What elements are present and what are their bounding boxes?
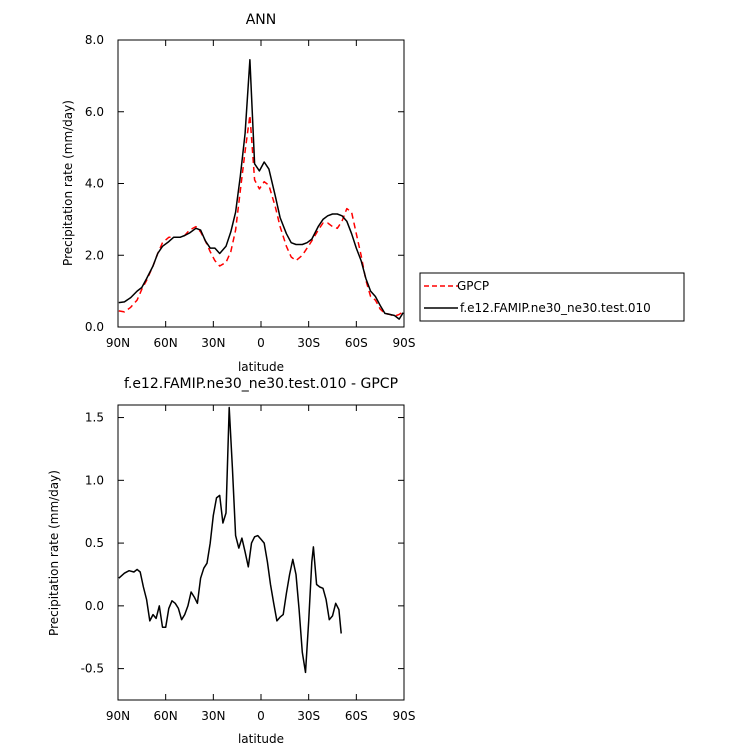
bottom-series-group [118, 406, 342, 674]
top-y-tick-label: 4.0 [85, 177, 104, 191]
legend-label-model: f.e12.FAMIP.ne30_ne30.test.010 [460, 301, 651, 315]
top-x-tick-label: 90S [393, 336, 416, 350]
bottom-y-axis-label: Precipitation rate (mm/day) [47, 470, 61, 636]
bottom-x-axis-label: latitude [238, 732, 284, 746]
top-x-tick-label: 90N [106, 336, 130, 350]
bottom-y-tick-label: 0.0 [85, 599, 104, 613]
top-y-axis-label: Precipitation rate (mm/day) [61, 100, 75, 266]
bottom-chart-title: f.e12.FAMIP.ne30_ne30.test.010 - GPCP [124, 376, 398, 392]
legend: GPCP f.e12.FAMIP.ne30_ne30.test.010 [419, 272, 685, 322]
bottom-x-tick-label: 90S [393, 709, 416, 723]
bottom-y-axis: -0.5 0.0 0.5 1.0 1.5 [81, 411, 404, 676]
top-y-tick-label: 0.0 [85, 320, 104, 334]
top-x-tick-label: 30N [201, 336, 225, 350]
top-x-tick-label: 60N [154, 336, 178, 350]
top-panel: ANN 0.02.04.06.08.0 90N 60N 30N 0 30S 60S 90S … [61, 12, 685, 374]
bottom-x-axis: 90N 60N 30N 0 30S 60S 90S [106, 405, 416, 723]
top-y-tick-label: 2.0 [85, 248, 104, 262]
top-x-tick-label: 60S [345, 336, 368, 350]
bottom-x-tick-label: 30N [201, 709, 225, 723]
bottom-y-tick-label: 0.5 [85, 536, 104, 550]
bottom-y-tick-label: -0.5 [81, 662, 104, 676]
bottom-x-tick-label: 60N [154, 709, 178, 723]
top-y-tick-label: 8.0 [85, 33, 104, 47]
legend-label-gpcp: GPCP [457, 279, 489, 293]
bottom-plot-frame [117, 404, 405, 701]
top-series-line-1 [118, 58, 404, 320]
top-x-tick-label: 30S [297, 336, 320, 350]
top-series-line-0 [118, 114, 404, 317]
bottom-x-tick-label: 0 [257, 709, 265, 723]
bottom-x-tick-label: 90N [106, 709, 130, 723]
top-plot-frame [117, 39, 405, 328]
top-y-tick-label: 6.0 [85, 105, 104, 119]
bottom-y-tick-label: 1.0 [85, 473, 104, 487]
top-x-tick-label: 0 [257, 336, 265, 350]
bottom-y-tick-label: 1.5 [85, 411, 104, 425]
bottom-panel: f.e12.FAMIP.ne30_ne30.test.010 - GPCP -0… [47, 376, 415, 746]
bottom-x-tick-label: 60S [345, 709, 368, 723]
top-y-axis: 0.0 2.0 4.0 6.0 8.0 [85, 33, 404, 334]
top-series-group [118, 58, 404, 320]
top-chart-title: ANN [246, 12, 277, 28]
legend-box [419, 272, 685, 322]
top-x-axis-label: latitude [238, 360, 284, 374]
bottom-series-line-0 [118, 406, 342, 674]
bottom-x-tick-label: 30S [297, 709, 320, 723]
top-x-axis: 90N 60N 30N 0 30S 60S 90S [106, 40, 416, 350]
